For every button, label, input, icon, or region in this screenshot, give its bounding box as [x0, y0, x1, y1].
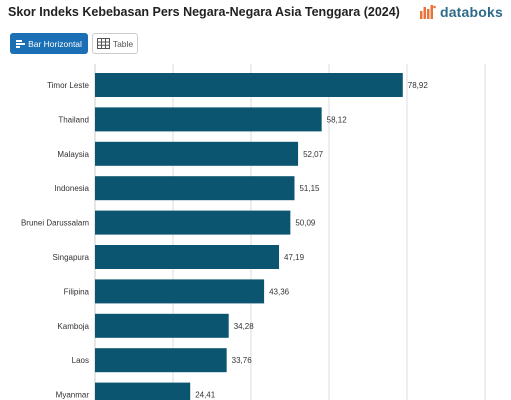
bar-horizontal-button[interactable]: Bar Horizontal — [10, 33, 88, 54]
table-label: Table — [112, 38, 134, 49]
category-label: Kamboja — [57, 322, 89, 331]
category-label: Singapura — [53, 253, 90, 262]
databoks-logo-icon — [419, 5, 436, 19]
bar[interactable] — [95, 245, 280, 269]
databoks-logo: databoks — [419, 4, 503, 20]
value-label: 24,41 — [195, 391, 216, 400]
value-label: 43,36 — [269, 287, 290, 296]
bar[interactable] — [95, 348, 227, 373]
bar[interactable] — [95, 73, 403, 97]
category-label: Thailand — [58, 115, 89, 124]
value-label: 34,28 — [234, 322, 255, 331]
bar[interactable] — [95, 210, 291, 235]
bar[interactable] — [95, 279, 265, 304]
value-label: 51,15 — [299, 184, 320, 193]
value-label: 50,09 — [295, 219, 316, 228]
value-label: 33,76 — [232, 356, 253, 365]
table-button[interactable]: Table — [92, 33, 138, 54]
value-label: 47,19 — [284, 253, 305, 262]
category-label: Filipina — [64, 287, 90, 296]
bar[interactable] — [95, 107, 322, 132]
bar[interactable] — [95, 176, 295, 201]
category-label: Myanmar — [56, 391, 90, 400]
category-label: Timor Leste — [47, 81, 89, 90]
logo-text: databoks — [439, 4, 503, 20]
bar-chart-icon — [16, 39, 26, 48]
category-label: Brunei Darussalam — [21, 219, 89, 228]
bar[interactable] — [95, 141, 299, 166]
bar[interactable] — [95, 313, 229, 338]
table-icon — [96, 38, 110, 49]
bar[interactable] — [95, 382, 191, 400]
page-title: Skor Indeks Kebebasan Pers Negara-Negara… — [8, 5, 400, 19]
category-label: Indonesia — [54, 184, 89, 193]
bar-horizontal-label: Bar Horizontal — [28, 38, 82, 49]
category-label: Malaysia — [57, 150, 89, 159]
value-label: 52,07 — [303, 150, 324, 159]
value-label: 58,12 — [327, 115, 348, 124]
value-label: 78,92 — [408, 81, 429, 90]
category-label: Laos — [72, 356, 89, 365]
